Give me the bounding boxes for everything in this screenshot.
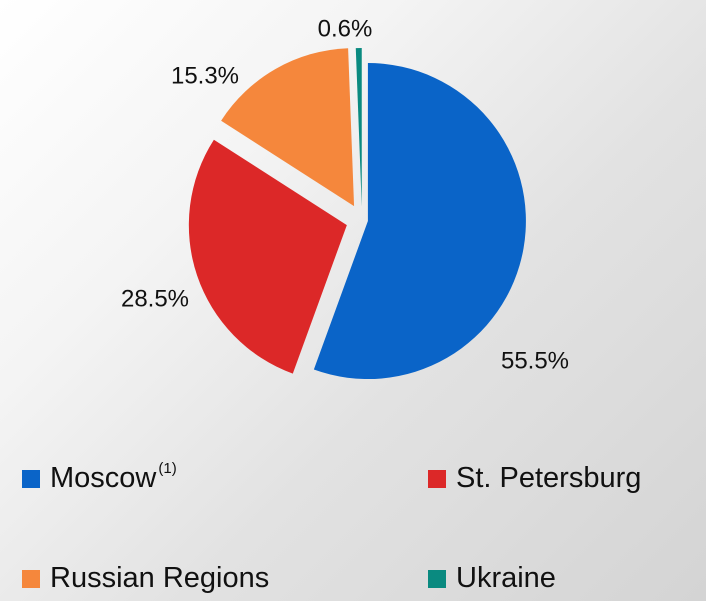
pie-slice [221, 48, 355, 207]
legend-label: Russian Regions [50, 562, 269, 594]
data-label: 0.6% [318, 15, 373, 42]
pie-slice [188, 139, 347, 374]
legend-label: Moscow [50, 462, 157, 494]
pie-slice [355, 48, 362, 207]
data-label: 15.3% [171, 62, 239, 89]
legend-label: St. Petersburg [456, 462, 641, 494]
legend-swatch [22, 470, 40, 488]
pie-slice [313, 63, 526, 380]
data-label: 55.5% [501, 347, 569, 374]
legend-swatch [428, 570, 446, 588]
legend-label: Ukraine [456, 562, 556, 594]
legend-swatch [22, 570, 40, 588]
data-label: 28.5% [121, 285, 189, 312]
legend-superscript: (1) [158, 460, 176, 477]
legend-swatch [428, 470, 446, 488]
